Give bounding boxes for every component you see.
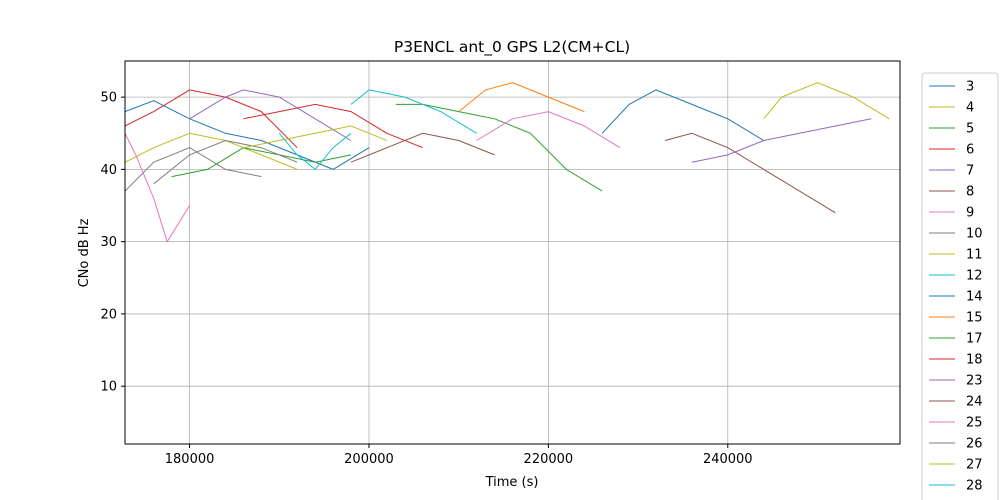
- legend-label-24: 24: [966, 395, 983, 410]
- legend-label-15: 15: [966, 311, 983, 326]
- legend-label-10: 10: [966, 227, 983, 242]
- legend-label-12: 12: [966, 269, 983, 284]
- legend-label-27: 27: [966, 458, 983, 473]
- series-layer: [124, 82, 890, 243]
- series-line-3: [124, 100, 370, 170]
- y-tick-label: 10: [100, 380, 117, 395]
- legend-label-11: 11: [966, 248, 983, 263]
- series-line-25: [124, 133, 191, 243]
- series-line-18: [243, 103, 423, 149]
- series-line-24: [350, 132, 495, 163]
- legend-label-8: 8: [966, 185, 974, 200]
- series-line-8: [664, 132, 836, 214]
- legend-label-14: 14: [966, 290, 983, 305]
- legend-label-28: 28: [966, 479, 983, 494]
- y-tick-label: 30: [100, 235, 117, 250]
- grid: [125, 61, 900, 444]
- series-line-6: [124, 89, 298, 149]
- x-axis: 180000 200000 220000 240000: [165, 444, 753, 467]
- legend-label-18: 18: [966, 353, 983, 368]
- series-line-9: [476, 111, 621, 149]
- x-tick-label: 180000: [165, 452, 215, 467]
- x-tick-label: 220000: [524, 452, 574, 467]
- legend-label-25: 25: [966, 416, 983, 431]
- legend-label-9: 9: [966, 206, 974, 221]
- legend-frame: [921, 72, 999, 500]
- series-line-15: [458, 82, 585, 113]
- legend-label-6: 6: [966, 143, 974, 158]
- legend-label-3: 3: [966, 80, 974, 95]
- legend-label-5: 5: [966, 122, 974, 137]
- series-line-28: [278, 132, 352, 171]
- series-line-27: [243, 125, 388, 149]
- series-line-4: [124, 132, 298, 170]
- y-axis: 10 20 30 40 50: [100, 91, 125, 395]
- series-line-12: [350, 89, 477, 134]
- series-line-7: [189, 89, 352, 141]
- y-tick-label: 20: [100, 307, 117, 322]
- series-line-11: [763, 82, 890, 120]
- series-line-14: [601, 89, 764, 141]
- legend-label-23: 23: [966, 374, 983, 389]
- legend-label-4: 4: [966, 101, 974, 116]
- legend-label-7: 7: [966, 164, 974, 179]
- x-axis-label: Time (s): [485, 475, 539, 490]
- series-line-5: [395, 103, 603, 192]
- series-line-10: [124, 147, 262, 192]
- y-tick-label: 50: [100, 91, 117, 106]
- series-line-17: [171, 147, 352, 178]
- y-tick-label: 40: [100, 163, 117, 178]
- chart-title: P3ENCL ant_0 GPS L2(CM+CL): [394, 38, 630, 57]
- legend-label-26: 26: [966, 437, 983, 452]
- x-tick-label: 200000: [344, 452, 394, 467]
- legend-label-17: 17: [966, 332, 983, 347]
- plot-frame: [124, 60, 901, 445]
- x-tick-label: 240000: [703, 452, 753, 467]
- series-line-23: [691, 118, 872, 163]
- y-axis-label: CNo dB Hz: [77, 218, 92, 287]
- series-line-26: [153, 139, 298, 185]
- legend: 3 4 5 6 7 8 9 10 11 12 14 15 17 18 23 24 25 26 27 28: [921, 72, 999, 500]
